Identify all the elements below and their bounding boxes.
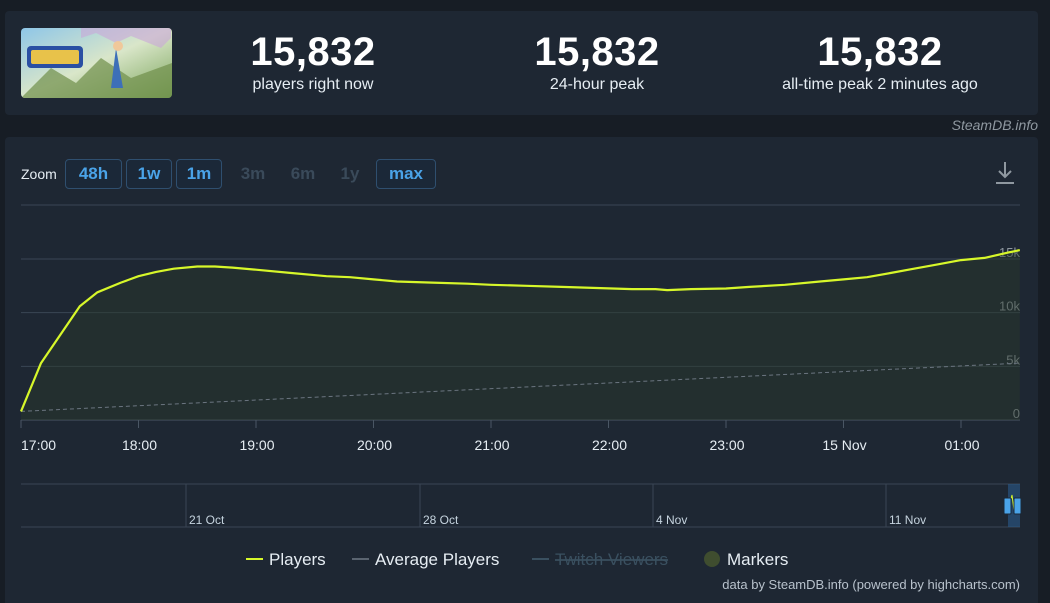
- x-tick-label: 23:00: [709, 437, 744, 453]
- game-thumbnail[interactable]: [21, 28, 172, 98]
- steamdb-watermark[interactable]: SteamDB.info: [951, 117, 1038, 133]
- navigator-label: 4 Nov: [656, 513, 687, 527]
- chart-panel: [5, 137, 1038, 603]
- zoom-1w-button[interactable]: 1w: [126, 159, 172, 189]
- zoom-6m-button[interactable]: 6m: [290, 164, 316, 183]
- x-tick-label: 21:00: [474, 437, 509, 453]
- x-tick-label: 20:00: [357, 437, 392, 453]
- legend-item-players[interactable]: Players: [269, 550, 326, 569]
- zoom-3m-button[interactable]: 3m: [240, 164, 266, 183]
- stat-24h-peak: 15,832 24-hour peak: [467, 29, 727, 95]
- y-tick-label: 0: [1013, 406, 1020, 421]
- players-line: [19, 249, 1021, 412]
- navigator-label: 21 Oct: [189, 513, 225, 527]
- x-tick-label: 17:00: [21, 437, 56, 453]
- players-now-value: 15,832: [250, 30, 376, 74]
- x-tick-label: 15 Nov: [822, 437, 866, 453]
- peak-24h-value: 15,832: [534, 30, 660, 74]
- navigator-label: 11 Nov: [889, 513, 926, 527]
- zoom-1m-button[interactable]: 1m: [176, 159, 222, 189]
- stats-panel: 15,832 players right now 15,832 24-hour …: [5, 11, 1038, 115]
- legend-symbol: [704, 551, 720, 567]
- players-area: [21, 250, 1020, 420]
- stat-players-now: 15,832 players right now: [183, 29, 443, 95]
- x-tick-label: 22:00: [592, 437, 627, 453]
- x-tick-label: 01:00: [944, 437, 979, 453]
- zoom-label: Zoom: [21, 166, 57, 182]
- average-players-line: [20, 362, 1020, 412]
- stat-all-time-peak: 15,832 all-time peak 2 minutes ago: [750, 29, 1010, 95]
- legend-item-average-players[interactable]: Average Players: [375, 550, 499, 569]
- navigator-handle-left[interactable]: [1003, 497, 1012, 515]
- zoom-1y-button[interactable]: 1y: [340, 164, 360, 183]
- zoom-max-button[interactable]: max: [376, 159, 436, 189]
- x-tick-label: 18:00: [122, 437, 157, 453]
- x-tick-label: 19:00: [239, 437, 274, 453]
- download-icon[interactable]: [993, 160, 1017, 186]
- navigator-label: 28 Oct: [423, 513, 459, 527]
- zoom-48h-button[interactable]: 48h: [65, 159, 122, 189]
- all-time-peak-label: all-time peak 2 minutes ago: [782, 76, 978, 93]
- legend-item-markers[interactable]: Markers: [727, 550, 788, 569]
- players-now-label: players right now: [252, 76, 374, 93]
- chart-credit[interactable]: data by SteamDB.info (powered by highcha…: [722, 577, 1020, 592]
- legend-item-twitch-viewers[interactable]: Twitch Viewers: [555, 550, 668, 569]
- all-time-peak-value: 15,832: [817, 30, 943, 74]
- navigator-handle-right[interactable]: [1013, 497, 1022, 515]
- y-tick-label: 10k: [999, 299, 1020, 314]
- peak-24h-label: 24-hour peak: [549, 76, 645, 93]
